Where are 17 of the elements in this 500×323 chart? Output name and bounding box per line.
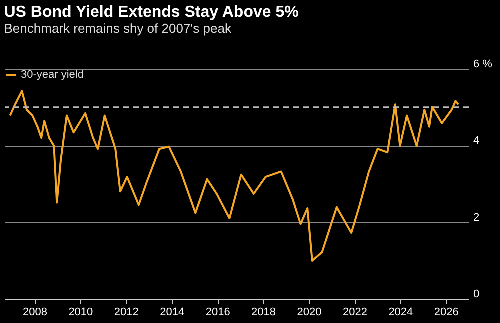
y-tick-label: 2 — [474, 212, 480, 224]
x-tick-label: 2026 — [434, 306, 459, 318]
x-tick-label: 2012 — [114, 306, 139, 318]
y-tick-label: 4 — [474, 135, 480, 148]
legend-label: 30-year yield — [21, 69, 84, 81]
x-tick-label: 2020 — [297, 306, 322, 318]
x-tick-label: 2022 — [342, 306, 368, 318]
chart-title: US Bond Yield Extends Stay Above 5% — [4, 4, 299, 21]
chart-subtitle: Benchmark remains shy of 2007's peak — [4, 21, 232, 36]
y-tick-label: 6 % — [474, 58, 493, 70]
x-tick-label: 2016 — [206, 306, 230, 318]
x-tick-label: 2018 — [252, 306, 276, 318]
x-tick-label: 2014 — [160, 306, 185, 318]
x-tick-label: 2024 — [388, 306, 414, 318]
x-tick-label: 2010 — [68, 306, 94, 318]
y-tick-label: 0 — [474, 288, 480, 300]
x-tick-label: 2008 — [22, 306, 48, 318]
